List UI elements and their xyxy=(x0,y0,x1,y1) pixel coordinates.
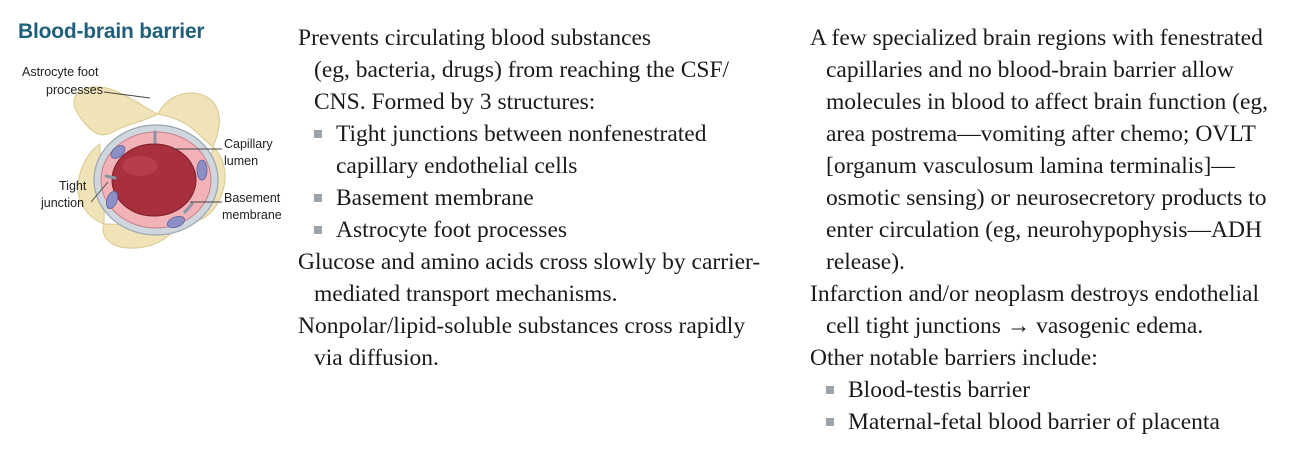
bullet-square-icon xyxy=(826,386,834,394)
capillary-label-line1: Capillary xyxy=(224,137,273,151)
list-item: Maternal-fetal blood barrier of placenta xyxy=(810,406,1308,438)
list-item-text: Maternal-fetal blood barrier of placenta xyxy=(848,409,1220,435)
text-line: (eg, bacteria, drugs) from reaching the … xyxy=(314,57,730,83)
paragraph-vasogenic-edema: Infarction and/or neoplasm destroys endo… xyxy=(810,278,1308,342)
list-item-text: Blood-testis barrier xyxy=(848,377,1031,403)
text-line: Glucose and amino acids cross slowly by … xyxy=(298,249,761,275)
list-item-text: Basement membrane xyxy=(336,185,534,211)
section-heading: Blood-brain barrier xyxy=(18,20,205,43)
text-line: [organum vasculosum lamina terminalis]— xyxy=(826,153,1235,179)
text-line: osmotic sensing) or neurosecretory produ… xyxy=(826,185,1267,211)
paragraph-function: Prevents circulating blood substances (e… xyxy=(298,22,793,118)
text-line: Nonpolar/lipid-soluble substances cross … xyxy=(298,313,746,339)
basement-label-line2: membrane xyxy=(222,208,282,222)
text-line: release). xyxy=(826,249,905,275)
paragraph-other-barriers: Other notable barriers include: xyxy=(810,342,1308,374)
paragraph-glucose-transport: Glucose and amino acids cross slowly by … xyxy=(298,246,793,310)
text-line: CNS. Formed by 3 structures: xyxy=(314,89,596,115)
text-line: molecules in blood to affect brain funct… xyxy=(826,89,1269,115)
list-item-text: Tight junctions between nonfenestrated xyxy=(336,121,707,147)
text-line: enter circulation (eg, neurohypophysis—A… xyxy=(826,217,1262,243)
paragraph-lipid-diffusion: Nonpolar/lipid-soluble substances cross … xyxy=(298,310,793,374)
astrocyte-label-line2: processes xyxy=(46,83,103,97)
text-line: mediated transport mechanisms. xyxy=(314,281,618,307)
tight-junction-marks xyxy=(104,130,194,214)
tight-junction-label-line2: junction xyxy=(41,196,85,210)
text-line: Other notable barriers include: xyxy=(810,345,1098,371)
list-item: Astrocyte foot processes xyxy=(298,214,793,246)
description-column: Prevents circulating blood substances (e… xyxy=(298,22,793,374)
bullet-square-icon xyxy=(314,226,322,234)
capillary-label-line2: lumen xyxy=(224,154,259,168)
text-line: area postrema—vomiting after chemo; OVLT xyxy=(826,121,1256,147)
list-item: Basement membrane xyxy=(298,182,793,214)
text-line: capillaries and no blood-brain barrier a… xyxy=(826,57,1234,83)
list-item: Tight junctions between nonfenestrated c… xyxy=(298,118,793,182)
text-line: via diffusion. xyxy=(314,345,439,371)
basement-label-line1: Basement xyxy=(224,191,281,205)
text-line: Infarction and/or neoplasm destroys endo… xyxy=(810,281,1259,307)
text-line: Prevents circulating blood substances xyxy=(298,25,652,51)
notes-column: A few specialized brain regions with fen… xyxy=(810,22,1308,438)
list-item-text: capillary endothelial cells xyxy=(336,153,578,179)
capillary-cross-section-drawing xyxy=(73,86,226,249)
paragraph-specialized-regions: A few specialized brain regions with fen… xyxy=(810,22,1308,278)
label-leader-lines xyxy=(90,91,222,203)
list-item: Blood-testis barrier xyxy=(810,374,1308,406)
blood-brain-barrier-illustration: Astrocyte foot processes Capillary lumen… xyxy=(8,52,293,262)
text-line: A few specialized brain regions with fen… xyxy=(810,25,1263,51)
endothelial-nuclei xyxy=(105,145,208,229)
bullet-square-icon xyxy=(314,194,322,202)
astrocyte-label-line1: Astrocyte foot xyxy=(22,65,99,79)
capillary-lumen-shape xyxy=(111,143,197,217)
text-line: cell tight junctions → vasogenic edema. xyxy=(826,313,1204,339)
bullet-square-icon xyxy=(314,130,322,138)
tight-junction-label-line1: Tight xyxy=(59,179,87,193)
bullet-square-icon xyxy=(826,418,834,426)
list-item-text: Astrocyte foot processes xyxy=(336,217,568,243)
